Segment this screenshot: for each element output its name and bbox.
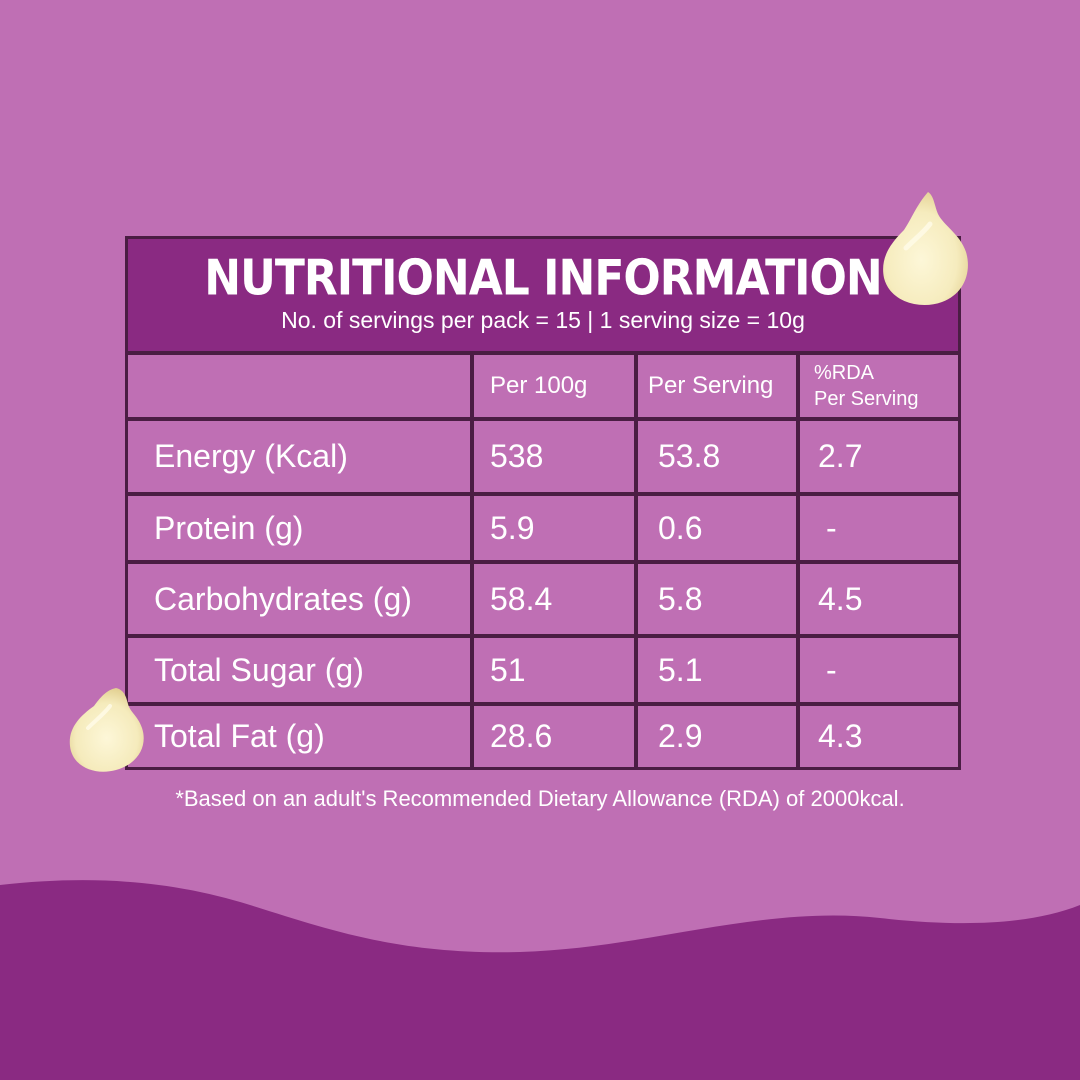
rda-footnote: *Based on an adult's Recommended Dietary…	[175, 786, 905, 811]
row-rda: 4.5	[800, 564, 958, 634]
row-label: Protein (g)	[128, 496, 470, 560]
white-chocolate-chip-icon	[69, 688, 144, 772]
row-rda: 2.7	[800, 421, 958, 492]
row-per-100g: 538	[474, 421, 634, 492]
header-per-serving: Per Serving	[638, 355, 796, 417]
row-label: Carbohydrates (g)	[128, 564, 470, 634]
header-rda-line2: Per Serving	[814, 388, 919, 410]
row-per-serving: 0.6	[638, 496, 796, 560]
header-per-100g: Per 100g	[474, 355, 634, 417]
row-per-100g: 58.4	[474, 564, 634, 634]
row-rda: 4.3	[800, 706, 958, 767]
row-per-serving: 53.8	[638, 421, 796, 492]
white-chocolate-chip-icon	[883, 192, 968, 305]
nutrition-table: NUTRITIONAL INFORMATION No. of servings …	[125, 236, 961, 770]
row-per-100g: 5.9	[474, 496, 634, 560]
header-cell-empty	[128, 355, 470, 417]
row-per-serving: 2.9	[638, 706, 796, 767]
row-per-serving: 5.1	[638, 638, 796, 702]
table-header: NUTRITIONAL INFORMATION No. of servings …	[128, 239, 958, 351]
row-per-100g: 51	[474, 638, 634, 702]
panel-title: NUTRITIONAL INFORMATION	[204, 249, 882, 308]
row-rda: -	[800, 496, 958, 560]
panel-subtitle: No. of servings per pack = 15 | 1 servin…	[281, 307, 805, 333]
header-rda-line1: %RDA	[814, 362, 875, 384]
row-rda: -	[800, 638, 958, 702]
row-per-serving: 5.8	[638, 564, 796, 634]
row-per-100g: 28.6	[474, 706, 634, 767]
header-rda-per-serving: %RDA Per Serving	[800, 355, 958, 417]
row-label: Total Fat (g)	[128, 706, 470, 767]
row-label: Energy (Kcal)	[128, 421, 470, 492]
row-label: Total Sugar (g)	[128, 638, 470, 702]
